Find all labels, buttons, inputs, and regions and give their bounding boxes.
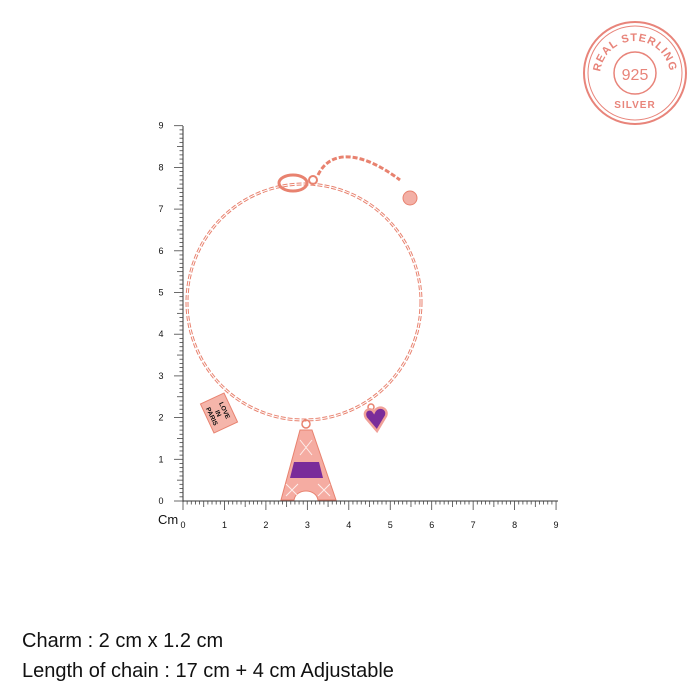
ruler-x-tick-label: 1: [222, 520, 227, 530]
ruler: Cm 0 1 2 3 4 5 6 7 8 9 0 1 2 3 4 5 6 7 8 9: [158, 121, 559, 530]
chain-length-text: Length of chain : 17 cm + 4 cm Adjustabl…: [22, 660, 394, 682]
eiffel-tower-charm: [280, 419, 337, 501]
ruler-y-tick-label: 4: [158, 329, 163, 339]
charm-size-text: Charm : 2 cm x 1.2 cm: [22, 630, 224, 652]
ruler-x-tick-label: 7: [471, 520, 476, 530]
ruler-x-tick-label: 0: [180, 520, 185, 530]
sterling-silver-stamp: REAL STERLING 925 SILVER: [583, 21, 687, 125]
ruler-y-tick-label: 1: [158, 454, 163, 464]
ruler-x-tick-label: 3: [305, 520, 310, 530]
bracelet: [185, 155, 423, 422]
ruler-x-tick-label: 8: [512, 520, 517, 530]
ruler-x-tick-label: 6: [429, 520, 434, 530]
ruler-x-tick-label: 9: [554, 520, 559, 530]
ruler-x-tick-label: 2: [263, 520, 268, 530]
stamp-center-text: 925: [622, 67, 649, 84]
ruler-y-tick-label: 8: [158, 162, 163, 172]
ruler-y-tick-label: 9: [158, 121, 163, 131]
lobster-clasp: [277, 173, 309, 193]
chain: [185, 182, 423, 422]
ruler-x-tick-label: 5: [388, 520, 393, 530]
ruler-x-tick-label: 4: [346, 520, 351, 530]
extension-chain: [316, 155, 401, 182]
ruler-y-tick-label: 7: [158, 204, 163, 214]
ruler-y-tick-label: 6: [158, 246, 163, 256]
love-in-paris-charm: LOVEINPARIS: [199, 392, 239, 434]
end-disc: [402, 190, 418, 206]
ruler-y-tick-label: 3: [158, 371, 163, 381]
ruler-y-tick-label: 0: [158, 496, 163, 506]
heart-charm: [363, 403, 388, 434]
ruler-y-tick-label: 5: [158, 288, 163, 298]
ruler-y-tick-label: 2: [158, 413, 163, 423]
ruler-unit-label: Cm: [158, 512, 178, 527]
charm-tag-text: IN: [213, 409, 222, 418]
stamp-bottom-text: SILVER: [614, 100, 655, 111]
